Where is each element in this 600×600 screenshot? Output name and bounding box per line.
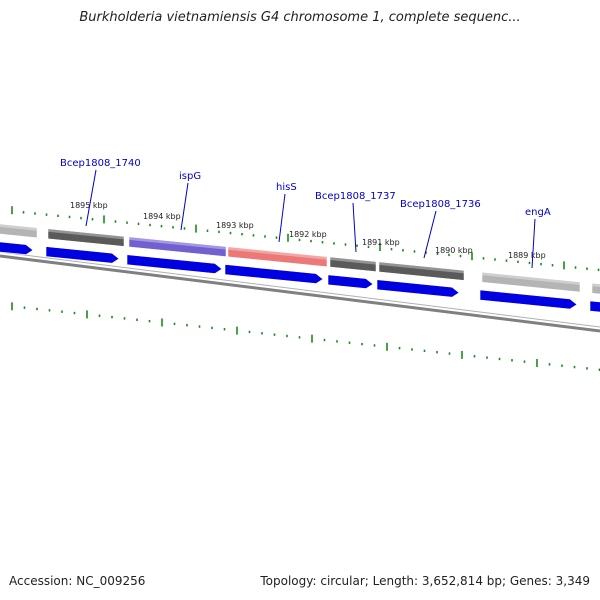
kbp-label: 1894 kbp [143, 212, 181, 221]
cds-track [0, 241, 600, 313]
kbp-label: 1889 kbp [508, 251, 546, 260]
gene-segment [128, 236, 227, 257]
cds-arrow [589, 300, 600, 313]
gene-leader-line [352, 202, 357, 253]
map-title: Burkholderia vietnamiensis G4 chromosome… [79, 10, 521, 25]
kbp-label: 1891 kbp [362, 238, 400, 247]
backbone-track [0, 251, 600, 333]
backbone-line [0, 251, 600, 328]
gene-leader-line [278, 193, 286, 243]
gene-segment [591, 282, 600, 295]
gene-segment-highlight [0, 223, 37, 231]
kbp-label-track: 1895 kbp 1894 kbp 1893 kbp 1892 kbp 1891 kbp… [70, 201, 546, 260]
gene-label: hisS [276, 182, 297, 193]
kbp-label: 1893 kbp [216, 221, 254, 230]
gene-segment [329, 256, 377, 272]
gene-leader-line [180, 182, 189, 231]
gene-label: Bcep1808_1737 [315, 191, 396, 202]
gene-label-track: Bcep1808_1740 ispG hisS Bcep1808_1737 Bcep18… [60, 158, 551, 269]
gene-segment [227, 246, 328, 267]
gene-segment-highlight [228, 246, 327, 260]
backbone-line [0, 254, 600, 333]
gene-segment-highlight [482, 272, 580, 285]
gene-leader-line [423, 210, 437, 259]
gene-segment [0, 223, 38, 238]
cds-arrow [126, 254, 223, 274]
gene-segment-highlight [48, 228, 124, 240]
kbp-label: 1892 kbp [289, 230, 327, 239]
gene-segment-highlight [592, 283, 600, 288]
accession-label: Accession: NC_009256 [9, 574, 146, 588]
gene-label: Bcep1808_1736 [400, 199, 481, 210]
cds-arrow [376, 279, 460, 298]
gene-segment [47, 228, 125, 247]
cds-arrow [327, 274, 374, 289]
kbp-label: 1890 kbp [435, 246, 473, 255]
gene-segment [378, 261, 465, 281]
gene-label: Bcep1808_1740 [60, 158, 141, 169]
gene-segment-highlight [330, 257, 376, 265]
genome-summary: Topology: circular; Length: 3,652,814 bp… [260, 574, 590, 588]
gene-leader-line [531, 218, 536, 269]
cds-arrow [479, 289, 578, 310]
cds-arrow [0, 241, 34, 255]
gene-segment [481, 271, 581, 293]
gene-label: engA [525, 207, 551, 218]
cds-arrow [224, 264, 324, 284]
gene-segment-highlight [379, 261, 464, 274]
gene-segment-highlight [129, 236, 226, 250]
gene-track [0, 223, 600, 295]
inner-tick-track [11, 302, 600, 371]
kbp-label: 1895 kbp [70, 201, 108, 210]
gene-leader-line [85, 169, 97, 227]
gene-label: ispG [179, 171, 201, 182]
cds-arrow [45, 246, 120, 264]
